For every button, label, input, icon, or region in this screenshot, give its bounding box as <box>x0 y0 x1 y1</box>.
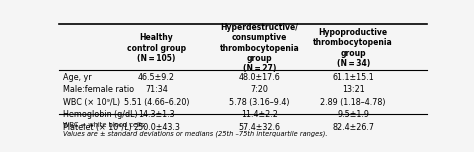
Text: Male:female ratio: Male:female ratio <box>63 85 134 94</box>
Text: WBC (× 10⁹/L): WBC (× 10⁹/L) <box>63 98 120 107</box>
Text: WBC = white blood cells.: WBC = white blood cells. <box>63 122 146 128</box>
Text: Hyperdestructive/
consumptive
thrombocytopenia
group
(N = 27): Hyperdestructive/ consumptive thrombocyt… <box>219 23 299 73</box>
Text: Hypoproductive
thrombocytopenia
group
(N = 34): Hypoproductive thrombocytopenia group (N… <box>313 28 393 68</box>
Text: 2.89 (1.18–4.78): 2.89 (1.18–4.78) <box>320 98 386 107</box>
Text: Platelet (× 10⁹/L): Platelet (× 10⁹/L) <box>63 123 132 132</box>
Text: 57.4±32.6: 57.4±32.6 <box>238 123 281 132</box>
Text: 5.78 (3.16–9.4): 5.78 (3.16–9.4) <box>229 98 290 107</box>
Text: 14.3±1.3: 14.3±1.3 <box>138 110 175 119</box>
Text: 48.0±17.6: 48.0±17.6 <box>238 73 280 82</box>
Text: 13:21: 13:21 <box>342 85 365 94</box>
Text: 71:34: 71:34 <box>145 85 168 94</box>
Text: 7:20: 7:20 <box>251 85 268 94</box>
Text: 9.5±1.9: 9.5±1.9 <box>337 110 369 119</box>
Text: 250.0±43.3: 250.0±43.3 <box>133 123 180 132</box>
Text: Healthy
control group
(N = 105): Healthy control group (N = 105) <box>127 33 186 63</box>
Text: Age, yr: Age, yr <box>63 73 91 82</box>
Text: 82.4±26.7: 82.4±26.7 <box>332 123 374 132</box>
Text: 61.1±15.1: 61.1±15.1 <box>332 73 374 82</box>
Text: 5.51 (4.66–6.20): 5.51 (4.66–6.20) <box>124 98 189 107</box>
Text: 46.5±9.2: 46.5±9.2 <box>138 73 175 82</box>
Text: Hemoglobin (g/dL): Hemoglobin (g/dL) <box>63 110 137 119</box>
Text: 11.4±2.2: 11.4±2.2 <box>241 110 278 119</box>
Text: Values are ± standard deviations or medians (25th –75th interquartile ranges).: Values are ± standard deviations or medi… <box>63 130 328 137</box>
